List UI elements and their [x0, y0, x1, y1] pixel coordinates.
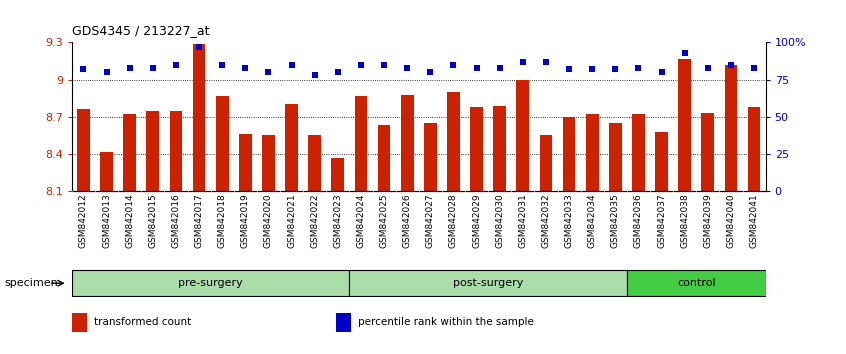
Text: GSM842019: GSM842019: [241, 194, 250, 248]
Bar: [609, 123, 622, 191]
Bar: [377, 125, 391, 191]
Text: GSM842023: GSM842023: [333, 194, 343, 248]
Bar: [540, 135, 552, 191]
Bar: [285, 104, 298, 191]
Text: GSM842034: GSM842034: [588, 194, 596, 248]
Text: GSM842020: GSM842020: [264, 194, 273, 248]
Text: GSM842017: GSM842017: [195, 194, 204, 248]
Bar: [216, 96, 228, 191]
Text: GSM842018: GSM842018: [217, 194, 227, 248]
Bar: [424, 123, 437, 191]
Bar: [493, 105, 506, 191]
Bar: [349, 270, 627, 296]
Bar: [124, 114, 136, 191]
Bar: [655, 132, 668, 191]
Bar: [516, 80, 530, 191]
Bar: [678, 58, 691, 191]
Text: GSM842039: GSM842039: [703, 194, 712, 248]
Text: GSM842024: GSM842024: [356, 194, 365, 248]
Text: GSM842031: GSM842031: [519, 194, 527, 248]
Bar: [169, 110, 183, 191]
Bar: [336, 313, 351, 332]
Text: GSM842022: GSM842022: [310, 194, 319, 248]
Text: GSM842013: GSM842013: [102, 194, 111, 248]
Text: percentile rank within the sample: percentile rank within the sample: [358, 317, 534, 327]
Bar: [239, 134, 252, 191]
Text: GSM842030: GSM842030: [495, 194, 504, 248]
Bar: [193, 44, 206, 191]
Text: GSM842036: GSM842036: [634, 194, 643, 248]
Bar: [146, 110, 159, 191]
Bar: [72, 270, 349, 296]
Text: GSM842026: GSM842026: [403, 194, 412, 248]
Text: GSM842014: GSM842014: [125, 194, 135, 248]
Text: GSM842033: GSM842033: [564, 194, 574, 248]
Bar: [563, 117, 575, 191]
Bar: [100, 152, 113, 191]
Text: GDS4345 / 213227_at: GDS4345 / 213227_at: [72, 24, 210, 37]
Text: GSM842025: GSM842025: [380, 194, 388, 248]
Bar: [748, 107, 761, 191]
Text: transformed count: transformed count: [94, 317, 191, 327]
Text: post-surgery: post-surgery: [453, 278, 524, 288]
Text: control: control: [677, 278, 716, 288]
Text: specimen: specimen: [4, 278, 58, 288]
Text: GSM842027: GSM842027: [426, 194, 435, 248]
Bar: [627, 270, 766, 296]
Text: GSM842035: GSM842035: [611, 194, 620, 248]
Bar: [308, 135, 321, 191]
Text: GSM842012: GSM842012: [79, 194, 88, 248]
Bar: [585, 114, 599, 191]
Text: pre-surgery: pre-surgery: [179, 278, 243, 288]
Bar: [262, 135, 275, 191]
Bar: [72, 313, 87, 332]
Text: GSM842040: GSM842040: [727, 194, 735, 248]
Text: GSM842038: GSM842038: [680, 194, 689, 248]
Text: GSM842015: GSM842015: [148, 194, 157, 248]
Bar: [447, 92, 460, 191]
Text: GSM842021: GSM842021: [287, 194, 296, 248]
Text: GSM842029: GSM842029: [472, 194, 481, 248]
Bar: [470, 107, 483, 191]
Text: GSM842028: GSM842028: [449, 194, 458, 248]
Bar: [401, 95, 414, 191]
Bar: [701, 113, 714, 191]
Text: GSM842037: GSM842037: [657, 194, 666, 248]
Bar: [724, 65, 738, 191]
Bar: [332, 158, 344, 191]
Text: GSM842032: GSM842032: [541, 194, 551, 248]
Text: GSM842041: GSM842041: [750, 194, 759, 248]
Bar: [632, 114, 645, 191]
Bar: [77, 109, 90, 191]
Text: GSM842016: GSM842016: [172, 194, 180, 248]
Bar: [354, 96, 367, 191]
